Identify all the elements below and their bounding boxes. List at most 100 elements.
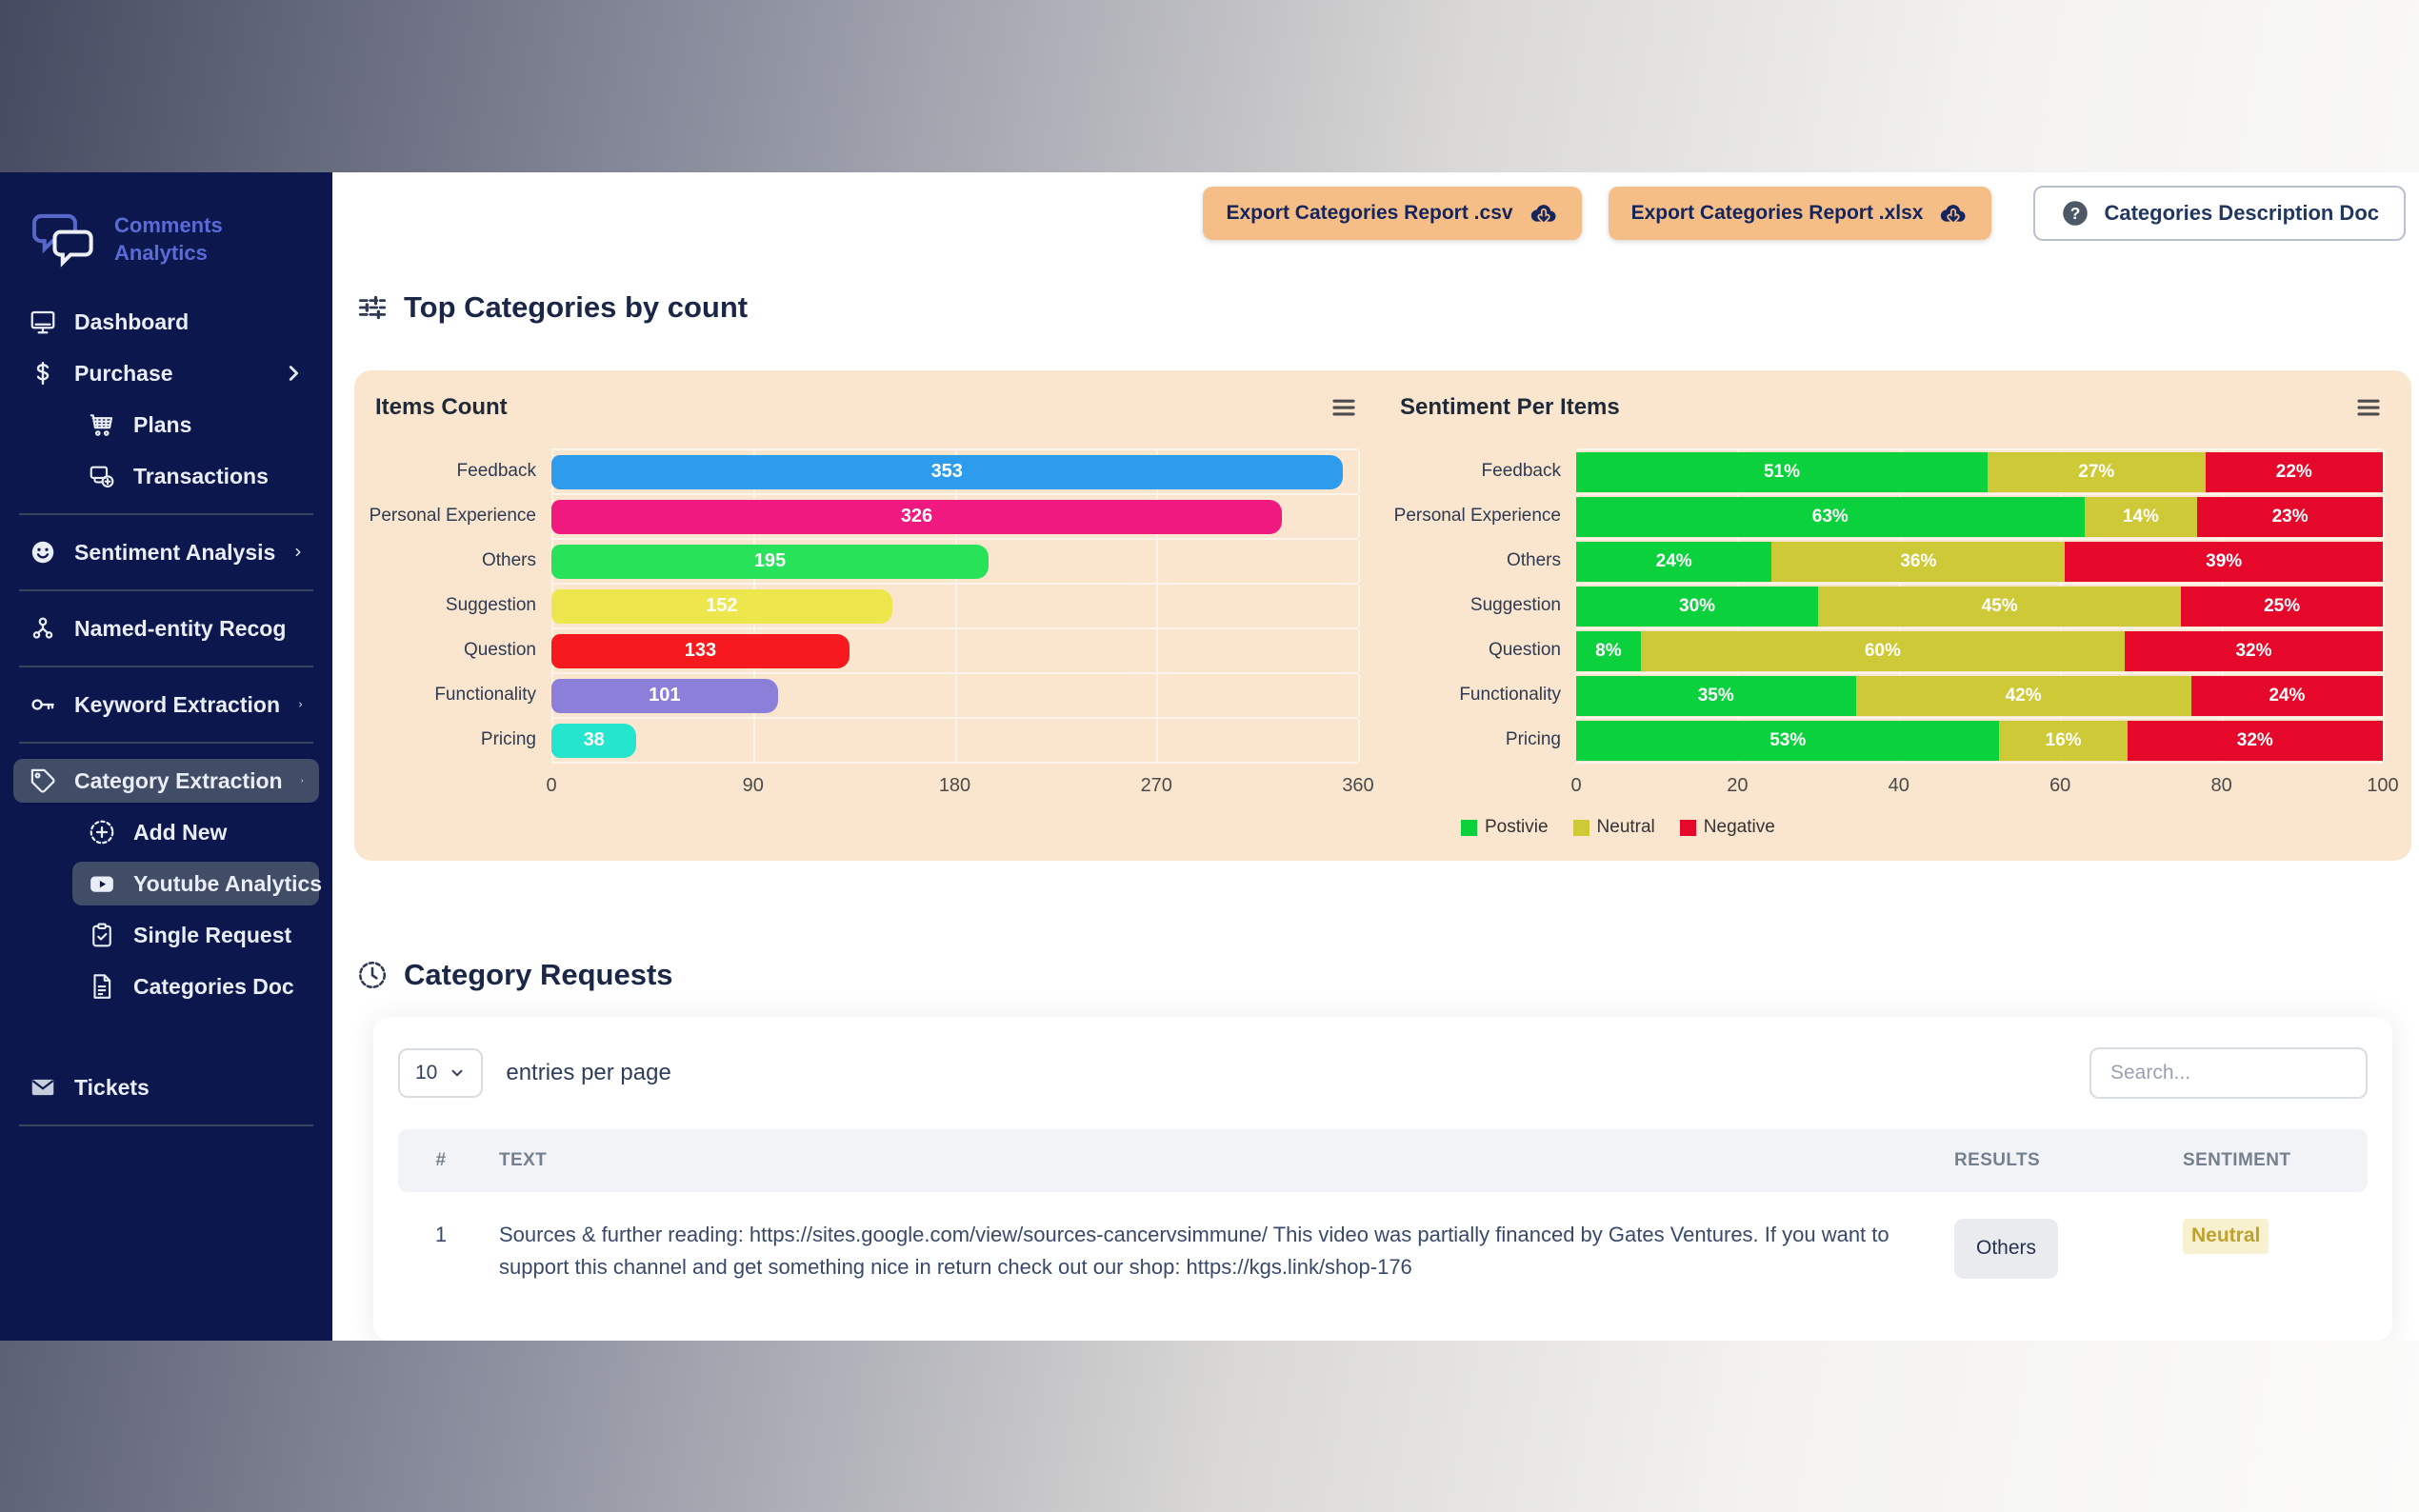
segment-postivie: 30% (1576, 586, 1819, 627)
stacked-bar: 63% 14% 23% (1576, 496, 2383, 537)
sidebar-item-label: Keyword Extraction (74, 691, 280, 717)
sidebar-item-label: Tickets (74, 1074, 150, 1100)
x-axis: 0 90 180 270 360 (375, 762, 1374, 806)
chat-bubbles-icon (29, 210, 99, 269)
category-label: Functionality (434, 684, 536, 705)
sidebar-item-category-extraction[interactable]: Category Extraction (13, 759, 319, 803)
chart-track: 8% 60% 32% (1576, 627, 2385, 672)
chart-menu-icon[interactable] (2354, 393, 2383, 422)
segment-neutral: 42% (1855, 675, 2191, 716)
bar-value-label: 101 (649, 685, 681, 706)
chart-track: 353 (551, 448, 1360, 493)
chart-menu-icon[interactable] (1329, 393, 1358, 422)
chart-row: Others 195 (375, 538, 1360, 583)
sidebar-item-plans[interactable]: Plans (72, 403, 319, 447)
chevron-right-icon (300, 770, 304, 791)
top-categories-title: Top Categories by count (404, 290, 749, 324)
export-xlsx-label: Export Categories Report .xlsx (1630, 202, 1924, 224)
mail-icon (29, 1073, 57, 1102)
gridline (2383, 495, 2385, 538)
sidebar-item-label: Youtube Analytics (133, 870, 323, 896)
category-requests-table-card: 10 entries per page # TEXT RESULTS SENTIMEN… (373, 1017, 2392, 1341)
svg-text:?: ? (2070, 204, 2081, 223)
legend-swatch (1679, 819, 1696, 836)
sidebar: Comments Analytics Dashboard Purchase Plan… (0, 172, 332, 1341)
dollar-icon (29, 359, 57, 388)
sidebar-item-transactions[interactable]: Transactions (72, 454, 319, 498)
segment-postivie: 63% (1576, 496, 2085, 537)
sidebar-item-youtube-analytics[interactable]: Youtube Analytics (72, 862, 323, 905)
sidebar-item-add-new[interactable]: Add New (72, 810, 319, 854)
gridline (954, 585, 957, 627)
chart-title-row: Sentiment Per Items (1400, 386, 2383, 429)
table-controls: 10 entries per page (398, 1047, 2368, 1099)
chart-track: 30% 45% 25% (1576, 583, 2385, 627)
cloud-download-icon (1529, 198, 1559, 229)
clock-icon (356, 959, 389, 991)
items-count-chart: Items Count Feedback 353 Personal Experienc… (370, 386, 1374, 838)
axis-spacer (375, 762, 551, 806)
sidebar-nav: Dashboard Purchase Plans Transactions Sentim… (0, 292, 332, 1341)
chevron-right-icon (303, 618, 304, 639)
clipboard-icon (88, 921, 116, 949)
value-bar: 101 (551, 678, 778, 713)
table-column-header: # (435, 1150, 447, 1170)
legend-label: Neutral (1596, 817, 1655, 837)
question-circle-icon: ? (2060, 198, 2090, 229)
row-index-cell: 1 (434, 1223, 448, 1246)
value-bar: 133 (551, 633, 850, 668)
logo-line1: Comments (114, 213, 223, 238)
export-xlsx-button[interactable]: Export Categories Report .xlsx (1608, 187, 1992, 240)
stacked-bar: 8% 60% 32% (1576, 630, 2383, 671)
top-categories-heading: Top Categories by count (356, 290, 2411, 325)
chart-track: 53% 16% 32% (1576, 717, 2385, 762)
gridline (1358, 450, 1360, 493)
sidebar-item-keyword-extraction[interactable]: Keyword Extraction (13, 683, 319, 726)
sidebar-item-sentiment-analysis[interactable]: Sentiment Analysis (13, 530, 319, 574)
sidebar-item-categories-doc[interactable]: Categories Doc (72, 965, 319, 1008)
chart-track: 152 (551, 583, 1360, 627)
segment-postivie: 24% (1576, 541, 1772, 582)
nav-divider (19, 1124, 313, 1126)
stacked-bar: 30% 45% 25% (1576, 586, 2383, 627)
legend-label: Negative (1703, 817, 1775, 837)
segment-neutral: 16% (1999, 720, 2128, 761)
gridline (2383, 585, 2385, 627)
gridline (1358, 629, 1360, 672)
sidebar-item-label: Category Extraction (74, 767, 283, 793)
x-tick-label: 360 (1342, 775, 1374, 796)
entries-per-page-select[interactable]: 10 (398, 1048, 484, 1098)
segment-neutral: 45% (1818, 586, 2182, 627)
table-column-header: TEXT (499, 1150, 548, 1170)
nav-divider (19, 742, 313, 744)
value-bar: 353 (551, 454, 1343, 489)
plus-circle-icon (88, 818, 116, 846)
chart-row: Question 8% 60% 32% (1400, 627, 2385, 672)
transactions-icon (88, 462, 116, 490)
row-text-cell: Sources & further reading: https://sites… (499, 1223, 1889, 1280)
sidebar-item-single-request[interactable]: Single Request (72, 913, 319, 957)
nav-divider (19, 666, 313, 667)
sidebar-item-named-entity-recog[interactable]: Named-entity Recog (13, 607, 319, 650)
export-csv-button[interactable]: Export Categories Report .csv (1203, 187, 1582, 240)
segment-postivie: 51% (1576, 451, 1988, 492)
sidebar-item-tickets[interactable]: Tickets (13, 1065, 319, 1109)
chart-row: Feedback 51% 27% 22% (1400, 448, 2385, 493)
gridline (2383, 540, 2385, 583)
logo[interactable]: Comments Analytics (0, 172, 332, 292)
value-bar: 195 (551, 544, 989, 579)
sidebar-item-dashboard[interactable]: Dashboard (13, 300, 319, 344)
segment-neutral: 14% (2084, 496, 2198, 537)
segment-neutral: 60% (1640, 630, 2125, 671)
category-label: Pricing (480, 728, 536, 749)
charts-panel: Items Count Feedback 353 Personal Experienc… (354, 370, 2411, 861)
chart-track: 51% 27% 22% (1576, 448, 2385, 493)
search-input[interactable] (2089, 1047, 2368, 1099)
categories-description-doc-button[interactable]: ? Categories Description Doc (2033, 186, 2406, 241)
gridline (954, 719, 957, 762)
page-size-value: 10 (415, 1062, 438, 1084)
sidebar-item-purchase[interactable]: Purchase (13, 351, 319, 395)
cloud-download-icon (1938, 198, 1969, 229)
nav-gap (0, 1016, 332, 1058)
